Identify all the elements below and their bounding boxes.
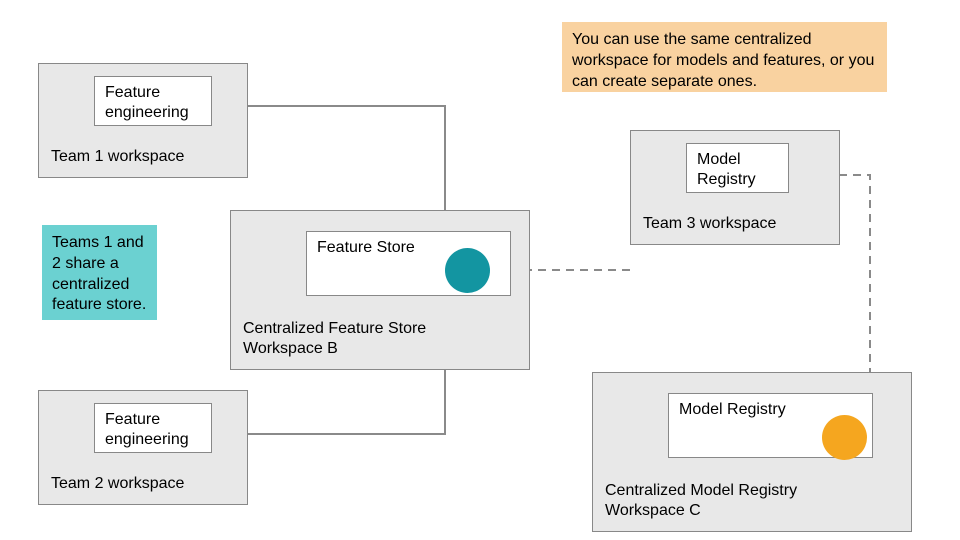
callout-text: Teams 1 and 2 share a centralized featur… bbox=[52, 234, 146, 313]
team2-inner-box: Feature engineering bbox=[94, 403, 212, 453]
modelregistry-inner-label: Model Registry bbox=[679, 401, 786, 418]
team3-inner-label: Model Registry bbox=[697, 151, 756, 188]
central-modelregistry-box: Model Registry Centralized Model Registr… bbox=[592, 372, 912, 532]
callout-text: You can use the same centralized workspa… bbox=[572, 31, 874, 90]
team3-inner-box: Model Registry bbox=[686, 143, 789, 193]
team3-label: Team 3 workspace bbox=[643, 214, 776, 234]
featurestore-inner-label: Feature Store bbox=[317, 239, 415, 256]
featurestore-circle-icon bbox=[445, 248, 490, 293]
team2-inner-label: Feature engineering bbox=[105, 411, 189, 448]
team1-inner-box: Feature engineering bbox=[94, 76, 212, 126]
modelregistry-circle-icon bbox=[822, 415, 867, 460]
team3-workspace-box: Model Registry Team 3 workspace bbox=[630, 130, 840, 245]
team2-workspace-box: Feature engineering Team 2 workspace bbox=[38, 390, 248, 505]
team1-workspace-box: Feature engineering Team 1 workspace bbox=[38, 63, 248, 178]
callout-centralized-workspace: You can use the same centralized workspa… bbox=[562, 22, 887, 92]
team1-label: Team 1 workspace bbox=[51, 147, 184, 167]
team2-label: Team 2 workspace bbox=[51, 474, 184, 494]
central-featurestore-label: Centralized Feature Store Workspace B bbox=[243, 319, 463, 359]
callout-shared-store: Teams 1 and 2 share a centralized featur… bbox=[42, 225, 157, 320]
central-modelregistry-label: Centralized Model Registry Workspace C bbox=[605, 481, 855, 521]
team1-inner-label: Feature engineering bbox=[105, 84, 189, 121]
central-featurestore-box: Feature Store Centralized Feature Store … bbox=[230, 210, 530, 370]
